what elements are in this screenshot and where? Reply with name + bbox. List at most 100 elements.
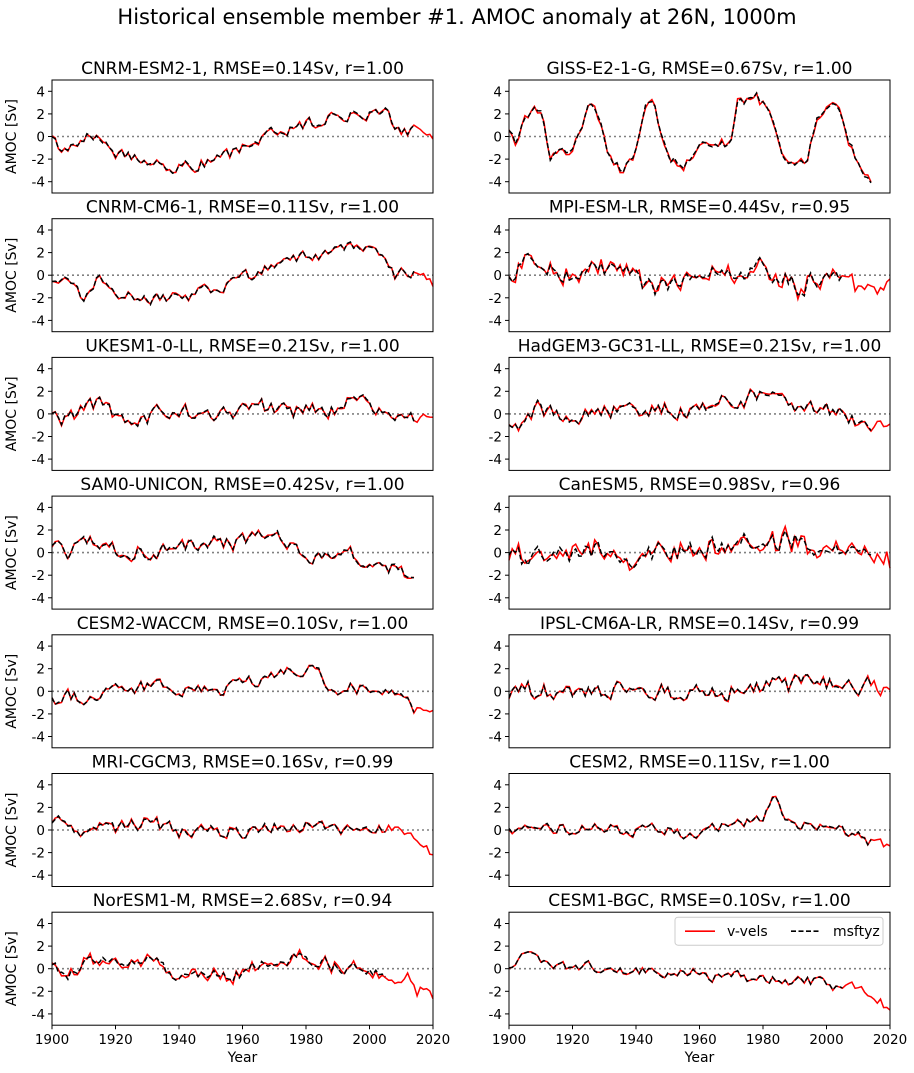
- series-line-v-vels: [508, 795, 891, 848]
- y-tick-label: 2: [36, 939, 45, 955]
- y-tick-label: -2: [489, 984, 502, 1000]
- panel: MRI-CGCM3, RMSE=0.16Sv, r=0.99 -4 -2 0 2 4 AMO…: [4, 753, 434, 887]
- y-tick-label: -2: [489, 430, 502, 446]
- y-tick-label: 2: [36, 523, 45, 539]
- y-tick-label: 2: [36, 384, 45, 400]
- y-tick-label: 4: [493, 639, 502, 655]
- series-line-msftyz: [51, 393, 415, 428]
- y-tick-label: 0: [36, 684, 45, 700]
- y-tick-label: -4: [32, 591, 45, 607]
- y-tick-label: -4: [489, 730, 502, 746]
- y-tick-label: 2: [493, 939, 502, 955]
- y-tick-label: 4: [36, 84, 45, 100]
- y-tick-label: 2: [36, 800, 45, 816]
- y-tick-label: 4: [36, 778, 45, 794]
- panel-title: CESM2-WACCM, RMSE=0.10Sv, r=1.00: [77, 614, 409, 634]
- y-tick-label: -2: [32, 291, 45, 307]
- series-line-v-vels: [51, 242, 434, 306]
- panel: CanESM5, RMSE=0.98Sv, r=0.96 -4 -2 0 2 4: [489, 475, 891, 610]
- y-tick-label: 0: [493, 130, 502, 146]
- series-line-v-vels: [508, 951, 891, 1011]
- panel-title: GISS-E2-1-G, RMSE=0.67Sv, r=1.00: [547, 59, 853, 79]
- panel-title: SAM0-UNICON, RMSE=0.42Sv, r=1.00: [80, 475, 404, 495]
- y-tick-label: 0: [36, 823, 45, 839]
- y-tick-label: 0: [493, 546, 502, 562]
- panel: GISS-E2-1-G, RMSE=0.67Sv, r=1.00 -4 -2 0 2 4: [489, 59, 891, 194]
- y-tick-label: 4: [36, 500, 45, 516]
- y-axis-label: AMOC [Sv]: [4, 654, 20, 729]
- series-line-msftyz: [51, 529, 414, 579]
- y-axis-label: AMOC [Sv]: [4, 238, 20, 313]
- y-tick-label: 2: [493, 800, 502, 816]
- y-axis-label: AMOC [Sv]: [4, 515, 20, 590]
- panel: UKESM1-0-LL, RMSE=0.21Sv, r=1.00 -4 -2 0 2 4A…: [4, 336, 434, 471]
- x-tick-label: 1960: [682, 1032, 716, 1048]
- y-tick-label: -4: [32, 730, 45, 746]
- x-tick-label: 1980: [289, 1032, 323, 1048]
- y-tick-label: 4: [493, 223, 502, 239]
- x-axis-label: Year: [227, 1050, 258, 1066]
- panel-title: CNRM-ESM2-1, RMSE=0.14Sv, r=1.00: [81, 59, 404, 79]
- y-tick-label: 2: [493, 107, 502, 123]
- y-tick-label: 2: [493, 384, 502, 400]
- y-tick-label: -2: [32, 568, 45, 584]
- legend-entry-label: msftyz: [833, 924, 880, 940]
- y-tick-label: 4: [493, 362, 502, 378]
- series-line-v-vels: [508, 91, 872, 183]
- y-tick-label: -4: [489, 591, 502, 607]
- panel: CNRM-CM6-1, RMSE=0.11Sv, r=1.00 -4 -2 0 2 4 AM…: [4, 198, 434, 333]
- series-line-v-vels: [51, 947, 434, 1000]
- legend-entry-label: v-vels: [727, 924, 768, 940]
- panels-grid: CNRM-ESM2-1, RMSE=0.14Sv, r=1.00-4-2024A…: [4, 59, 907, 1066]
- panel: CNRM-ESM2-1, RMSE=0.14Sv, r=1.00 -4 -2 0 2 4A…: [4, 59, 434, 194]
- y-axis-label: AMOC [Sv]: [4, 793, 20, 868]
- y-axis-label: AMOC [Sv]: [4, 931, 20, 1006]
- y-tick-label: 0: [493, 684, 502, 700]
- y-tick-label: -2: [32, 430, 45, 446]
- y-tick-label: 4: [493, 917, 502, 933]
- x-axis-label: Year: [684, 1050, 715, 1066]
- y-tick-label: -4: [32, 175, 45, 191]
- series-line-v-vels: [508, 253, 891, 302]
- series-line-msftyz: [508, 528, 872, 570]
- y-axis-label: AMOC [Sv]: [4, 99, 20, 174]
- y-tick-label: -2: [489, 568, 502, 584]
- y-tick-label: -2: [32, 152, 45, 168]
- x-tick-label: 1900: [35, 1032, 69, 1048]
- y-tick-label: -4: [489, 868, 502, 884]
- panel: NorESM1-M, RMSE=2.68Sv, r=0.94 -4 -2 0 2 4 AMO…: [4, 891, 450, 1066]
- panel-title: MPI-ESM-LR, RMSE=0.44Sv, r=0.95: [549, 198, 850, 218]
- y-tick-label: -2: [489, 846, 502, 862]
- x-tick-label: 1920: [98, 1032, 132, 1048]
- y-tick-label: 4: [36, 639, 45, 655]
- y-tick-label: -2: [489, 152, 502, 168]
- y-tick-label: -4: [489, 1007, 502, 1023]
- x-tick-label: 2020: [873, 1032, 907, 1048]
- series-line-msftyz: [508, 951, 843, 991]
- y-tick-label: 0: [493, 407, 502, 423]
- panel-title: NorESM1-M, RMSE=2.68Sv, r=0.94: [93, 891, 393, 911]
- y-tick-label: 0: [493, 268, 502, 284]
- panel-title: IPSL-CM6A-LR, RMSE=0.14Sv, r=0.99: [540, 614, 859, 634]
- panel: MPI-ESM-LR, RMSE=0.44Sv, r=0.95 -4 -2 0 2 4: [489, 198, 891, 333]
- figure-title: Historical ensemble member #1. AMOC anom…: [117, 5, 796, 29]
- legend: v-vels msftyz: [674, 916, 884, 946]
- panel: IPSL-CM6A-LR, RMSE=0.14Sv, r=0.99 -4 -2 0 2 4: [489, 614, 891, 749]
- panel: SAM0-UNICON, RMSE=0.42Sv, r=1.00 -4 -2 0 2 4A…: [4, 475, 434, 610]
- y-tick-label: -4: [489, 452, 502, 468]
- y-tick-label: 2: [493, 523, 502, 539]
- y-tick-label: -4: [32, 1007, 45, 1023]
- y-tick-label: -2: [489, 707, 502, 723]
- x-tick-label: 1960: [225, 1032, 259, 1048]
- panel-title: CanESM5, RMSE=0.98Sv, r=0.96: [559, 475, 841, 495]
- series-line-v-vels: [508, 524, 891, 572]
- y-tick-label: 4: [493, 500, 502, 516]
- y-tick-label: 4: [493, 84, 502, 100]
- panel-title: UKESM1-0-LL, RMSE=0.21Sv, r=1.00: [85, 336, 399, 356]
- x-tick-label: 1940: [162, 1032, 196, 1048]
- series-line-msftyz: [508, 91, 872, 184]
- y-tick-label: -4: [32, 313, 45, 329]
- panel: CESM2-WACCM, RMSE=0.10Sv, r=1.00 -4 -2 0 2 4A…: [4, 614, 434, 749]
- y-tick-label: 0: [36, 268, 45, 284]
